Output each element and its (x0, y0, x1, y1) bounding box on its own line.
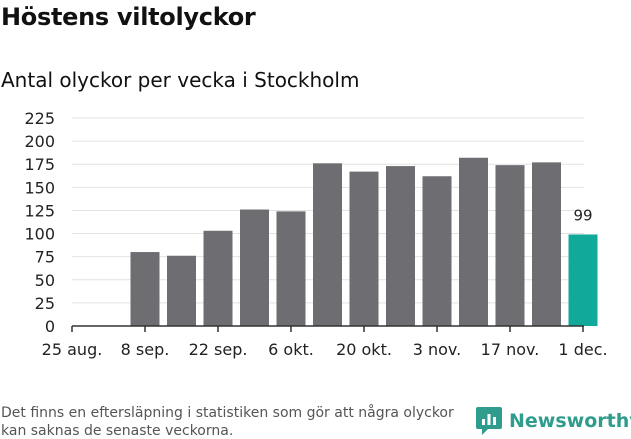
x-tick-label: 25 aug. (42, 340, 103, 359)
y-tick-label: 200 (24, 132, 55, 151)
bar (495, 165, 525, 326)
y-tick-label: 75 (35, 248, 55, 267)
bar (203, 230, 233, 326)
bar (240, 209, 269, 326)
bar (130, 252, 160, 326)
footnote: Det finns en eftersläpning i statistiken… (1, 405, 454, 439)
x-tick-label: 22 sep. (189, 340, 248, 359)
newsworthy-brand[interactable]: Newsworthy (476, 406, 631, 436)
chart-subtitle: Antal olyckor per vecka i Stockholm (1, 68, 360, 92)
data-label: 99 (573, 206, 592, 224)
chart-title: Höstens viltolyckor (1, 3, 256, 31)
y-tick-label: 125 (24, 201, 55, 220)
bar (167, 255, 196, 326)
y-tick-label: 25 (35, 294, 55, 313)
bar (313, 163, 342, 326)
x-tick-label: 1 dec. (558, 340, 607, 359)
bar (422, 176, 452, 326)
bar (386, 166, 415, 326)
y-tick-label: 150 (24, 178, 55, 197)
y-tick-label: 175 (24, 155, 55, 174)
bar (459, 157, 488, 326)
y-tick-label: 100 (24, 225, 55, 244)
x-tick-label: 8 sep. (121, 340, 170, 359)
y-tick-label: 0 (45, 317, 55, 336)
bar-chart: 0 25 50 75 100 125 150 175 200 225 25 aug. 8 sep. 22… (24, 109, 607, 359)
bar (568, 234, 598, 326)
y-tick-label: 50 (35, 271, 55, 290)
bar (349, 171, 379, 326)
x-tick-label: 17 nov. (481, 340, 540, 359)
y-tick-label: 225 (24, 109, 55, 128)
newsworthy-logo-icon (476, 407, 502, 435)
bar (532, 162, 561, 326)
x-tick-label: 20 okt. (336, 340, 392, 359)
x-tick-label: 3 nov. (413, 340, 462, 359)
bar (276, 211, 306, 326)
brand-name: Newsworthy (509, 410, 631, 432)
x-tick-label: 6 okt. (268, 340, 314, 359)
